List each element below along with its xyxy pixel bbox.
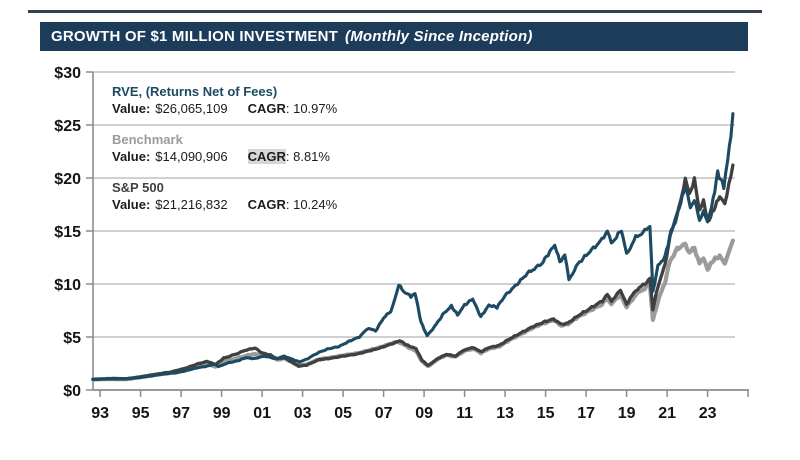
y-tick-label: $5 <box>63 330 81 347</box>
x-tick-label: 21 <box>658 405 676 422</box>
series-line-rve-returns-net-of-fees <box>91 112 735 381</box>
value-amount: $26,065,109 <box>155 101 228 116</box>
y-tick-label: $0 <box>63 383 81 400</box>
x-tick-label: 01 <box>253 405 271 422</box>
legend-item-benchmark: Benchmark Value: $14,090,906 CAGR: 8.81% <box>112 132 337 164</box>
value-label: Value: <box>112 149 151 164</box>
value-label: Value: <box>112 197 151 212</box>
legend-series-name-rve: RVE, (Returns Net of Fees) <box>112 84 278 99</box>
legend-item-sp500: S&P 500 Value: $21,216,832 CAGR: 10.24% <box>112 180 337 212</box>
x-tick-label: 13 <box>496 405 514 422</box>
legend-item-rve: RVE, (Returns Net of Fees) Value: $26,065… <box>112 84 337 116</box>
value-amount: $14,090,906 <box>155 149 228 164</box>
x-tick-label: 07 <box>375 405 393 422</box>
series-line-benchmark <box>90 238 735 382</box>
legend-series-name-sp500: S&P 500 <box>112 180 164 195</box>
x-tick-label: 23 <box>699 405 717 422</box>
x-tick-label: 09 <box>415 405 433 422</box>
chart-title-bar: GROWTH OF $1 MILLION INVESTMENT (Monthly … <box>40 22 748 51</box>
x-tick-label: 15 <box>537 405 555 422</box>
cagr-label: CAGR <box>247 101 286 116</box>
x-tick-label: 99 <box>213 405 231 422</box>
cagr-amount: : 8.81% <box>285 149 330 164</box>
value-amount: $21,216,832 <box>155 197 228 212</box>
series-line-s-p-500 <box>91 163 735 382</box>
legend-values-sp500: Value: $21,216,832 CAGR: 10.24% <box>112 197 337 212</box>
value-label: Value: <box>112 101 151 116</box>
x-tick-label: 93 <box>91 405 109 422</box>
x-tick-label: 05 <box>334 405 352 422</box>
chart-title-main: GROWTH OF $1 MILLION INVESTMENT <box>51 28 339 45</box>
x-tick-label: 11 <box>456 405 473 422</box>
x-tick-label: 19 <box>618 405 636 422</box>
chart-title-sub: (Monthly Since Inception) <box>345 28 533 45</box>
x-tick-label: 17 <box>577 405 595 422</box>
cagr-label: CAGR <box>247 149 286 164</box>
legend-values-rve: Value: $26,065,109 CAGR: 10.97% <box>112 101 337 116</box>
y-tick-label: $10 <box>54 277 81 294</box>
legend-series-name-benchmark: Benchmark <box>112 132 183 147</box>
x-tick-label: 95 <box>132 405 150 422</box>
cagr-amount: : 10.97% <box>285 101 338 116</box>
y-tick-label: $15 <box>54 224 81 241</box>
y-tick-label: $25 <box>54 118 81 135</box>
y-tick-label: $30 <box>54 65 81 82</box>
cagr-label: CAGR <box>247 197 286 212</box>
y-tick-label: $20 <box>54 171 81 188</box>
x-tick-label: 97 <box>172 405 190 422</box>
cagr-amount: : 10.24% <box>285 197 338 212</box>
chart-legend: RVE, (Returns Net of Fees) Value: $26,065… <box>112 84 337 228</box>
top-rule <box>28 10 762 13</box>
legend-values-benchmark: Value: $14,090,906 CAGR: 8.81% <box>112 149 337 164</box>
x-tick-label: 03 <box>294 405 312 422</box>
